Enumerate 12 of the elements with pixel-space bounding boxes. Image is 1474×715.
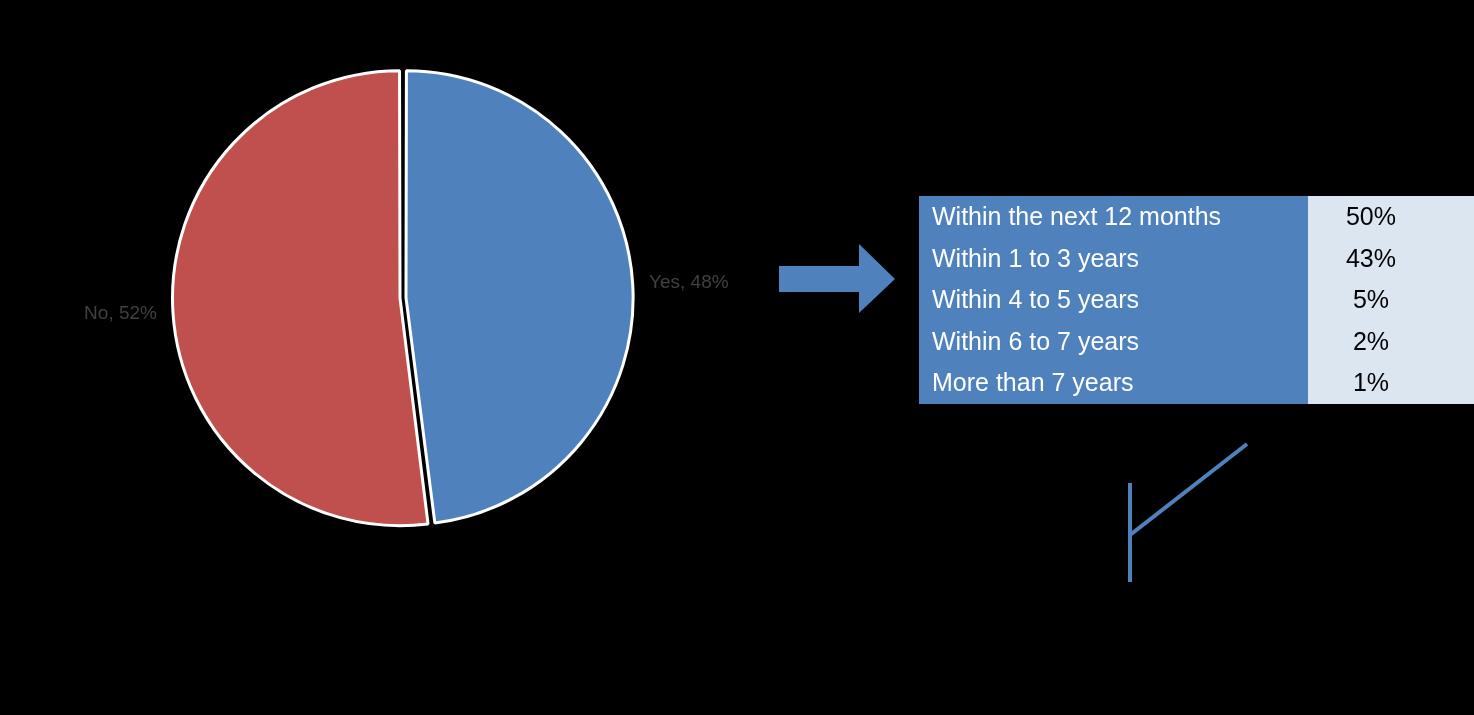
text: 50% — [1345, 202, 1397, 230]
text: 43% — [1345, 243, 1397, 272]
text: 2% — [1352, 326, 1390, 355]
category-label: More than 7 years — [919, 362, 1308, 404]
category-label: Within 4 to 5 years — [919, 279, 1308, 321]
text: 5% — [1352, 285, 1390, 314]
category-label: Within 6 to 7 years — [919, 320, 1308, 363]
text: 1% — [1352, 368, 1390, 397]
slice-label: No, 52% — [84, 301, 158, 323]
category-label: Within the next 12 months — [919, 196, 1308, 238]
slice-label: Yes, 48% — [649, 270, 729, 292]
category-label: Within 1 to 3 years — [919, 237, 1308, 280]
